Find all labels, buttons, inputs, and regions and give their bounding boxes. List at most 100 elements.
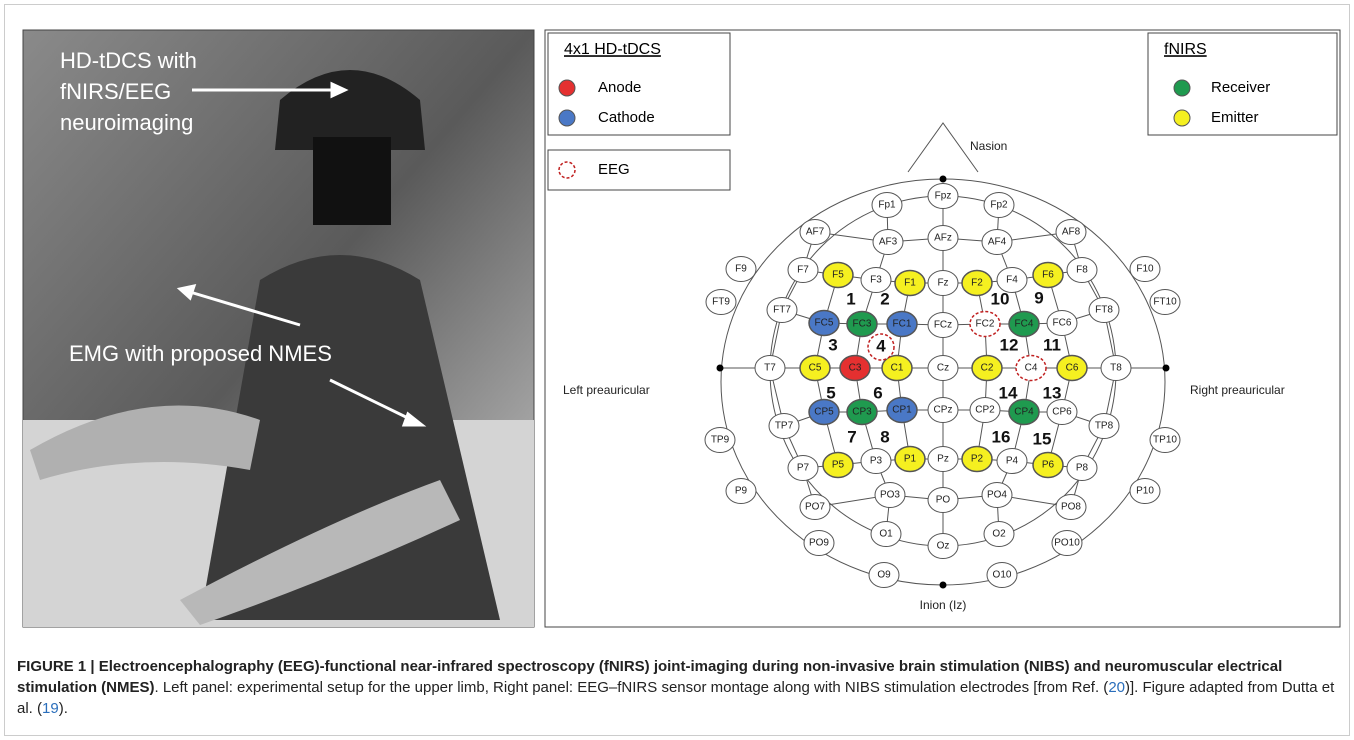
channel-number: 12 — [1000, 335, 1019, 354]
electrode-label: Fp2 — [990, 200, 1008, 211]
electrode-label: TP9 — [711, 435, 730, 446]
electrode-label: P4 — [1006, 456, 1019, 467]
electrode-label: P8 — [1076, 463, 1089, 474]
electrode-label: T7 — [764, 363, 776, 374]
channel-number: 8 — [880, 427, 889, 446]
caption-text: ). — [59, 700, 68, 717]
electrode-label: PO — [936, 495, 951, 506]
electrode-label: FC5 — [815, 318, 834, 329]
electrode-label: FC2 — [976, 319, 995, 330]
electrode-label: PO10 — [1054, 538, 1080, 549]
electrode-label: F9 — [735, 264, 747, 275]
electrode-label: P2 — [971, 454, 984, 465]
electrode-label: AF4 — [988, 237, 1007, 248]
landmark: Left preauricular — [563, 383, 650, 397]
channel-number: 10 — [991, 289, 1010, 308]
electrode-label: FC6 — [1053, 318, 1072, 329]
electrode-label: F10 — [1136, 264, 1154, 275]
channel-number: 2 — [880, 289, 889, 308]
electrode-label: O2 — [992, 529, 1006, 540]
channel-number: 7 — [847, 427, 856, 446]
electrode-label: F5 — [832, 270, 844, 281]
electrode-label: AF8 — [1062, 227, 1081, 238]
electrode-label: CP5 — [814, 407, 834, 418]
electrode-label: AFz — [934, 233, 952, 244]
channel-number: 5 — [826, 383, 835, 402]
page: HD-tDCS with fNIRS/EEG neuroimaging EMG … — [0, 0, 1354, 740]
electrode-label: Oz — [937, 541, 950, 552]
channel-number: 1 — [846, 289, 855, 308]
electrode-label: F7 — [797, 265, 809, 276]
electrode-label: C2 — [981, 363, 994, 374]
electrode-label: C3 — [849, 363, 862, 374]
photo-annotation: HD-tDCS with — [60, 48, 197, 73]
legend-item: Cathode — [598, 109, 655, 126]
channel-number: 13 — [1043, 383, 1062, 402]
electrode-label: PO8 — [1061, 502, 1081, 513]
electrode-label: P9 — [735, 486, 748, 497]
landmark: Nasion — [970, 139, 1007, 153]
caption-ref[interactable]: 20 — [1108, 679, 1125, 696]
legend-item: Receiver — [1211, 79, 1270, 96]
photo: HD-tDCS with fNIRS/EEG neuroimaging EMG … — [23, 30, 534, 627]
caption-ref[interactable]: 19 — [42, 700, 59, 717]
electrode-label: C4 — [1025, 363, 1038, 374]
photo-annotation: fNIRS/EEG — [60, 79, 171, 104]
electrode-label: Cz — [937, 363, 949, 374]
electrode-label: TP10 — [1153, 435, 1177, 446]
photo-annotation: EMG with proposed NMES — [69, 341, 332, 366]
electrode-label: FC4 — [1015, 319, 1034, 330]
electrode-label: FT7 — [773, 305, 791, 316]
electrode-label: CP3 — [852, 407, 872, 418]
caption: FIGURE 1 | Electroencephalography (EEG)-… — [17, 656, 1339, 719]
electrode-label: Fp1 — [878, 200, 896, 211]
electrode-label: CP1 — [892, 405, 912, 416]
legend-item: Anode — [598, 79, 641, 96]
electrode-label: PO9 — [809, 538, 829, 549]
electrode-label: PO4 — [987, 490, 1007, 501]
channel-number: 9 — [1034, 288, 1043, 307]
electrode-label: F4 — [1006, 275, 1018, 286]
electrode-label: CP4 — [1014, 407, 1034, 418]
electrode-label: TP8 — [1095, 421, 1114, 432]
electrode-label: AF7 — [806, 227, 825, 238]
electrode-label: FC3 — [853, 319, 872, 330]
electrode-label: O1 — [879, 529, 893, 540]
legend-item: Emitter — [1211, 109, 1259, 126]
channel-number: 14 — [999, 383, 1018, 402]
channel-number: 6 — [873, 383, 882, 402]
electrode-label: FT9 — [712, 297, 730, 308]
electrode-label: F8 — [1076, 265, 1088, 276]
photo-annotation: neuroimaging — [60, 110, 193, 135]
electrode-label: Pz — [937, 454, 949, 465]
electrode-label: F2 — [971, 278, 983, 289]
electrode-label: FCz — [934, 320, 952, 331]
electrode-label: P10 — [1136, 486, 1154, 497]
caption-label: FIGURE 1 | — [17, 658, 95, 675]
channel-number: 15 — [1033, 429, 1052, 448]
landmark: Inion (Iz) — [920, 598, 967, 612]
electrode-label: P1 — [904, 454, 917, 465]
electrode-label: T8 — [1110, 363, 1122, 374]
electrode-label: C6 — [1066, 363, 1079, 374]
channel-number: 11 — [1043, 335, 1061, 354]
electrode-label: O9 — [877, 570, 891, 581]
electrode-label: FC1 — [893, 319, 912, 330]
electrode-label: F3 — [870, 275, 882, 286]
electrode-label: FT8 — [1095, 305, 1113, 316]
channel-number: 3 — [828, 335, 837, 354]
electrode-label: P6 — [1042, 460, 1055, 471]
electrode-label: PO3 — [880, 490, 900, 501]
electrode-label: P3 — [870, 456, 883, 467]
channel-number: 4 — [876, 336, 886, 355]
electrode-label: C5 — [809, 363, 822, 374]
electrode-label: CPz — [934, 405, 953, 416]
electrode-label: PO7 — [805, 502, 825, 513]
electrode-label: C1 — [891, 363, 904, 374]
legend-item: EEG — [598, 161, 630, 178]
electrode-label: FT10 — [1153, 297, 1177, 308]
landmark: Right preauricular — [1190, 383, 1285, 397]
electrode-label: P5 — [832, 460, 845, 471]
electrode-label: F6 — [1042, 270, 1054, 281]
electrode-label: TP7 — [775, 421, 794, 432]
